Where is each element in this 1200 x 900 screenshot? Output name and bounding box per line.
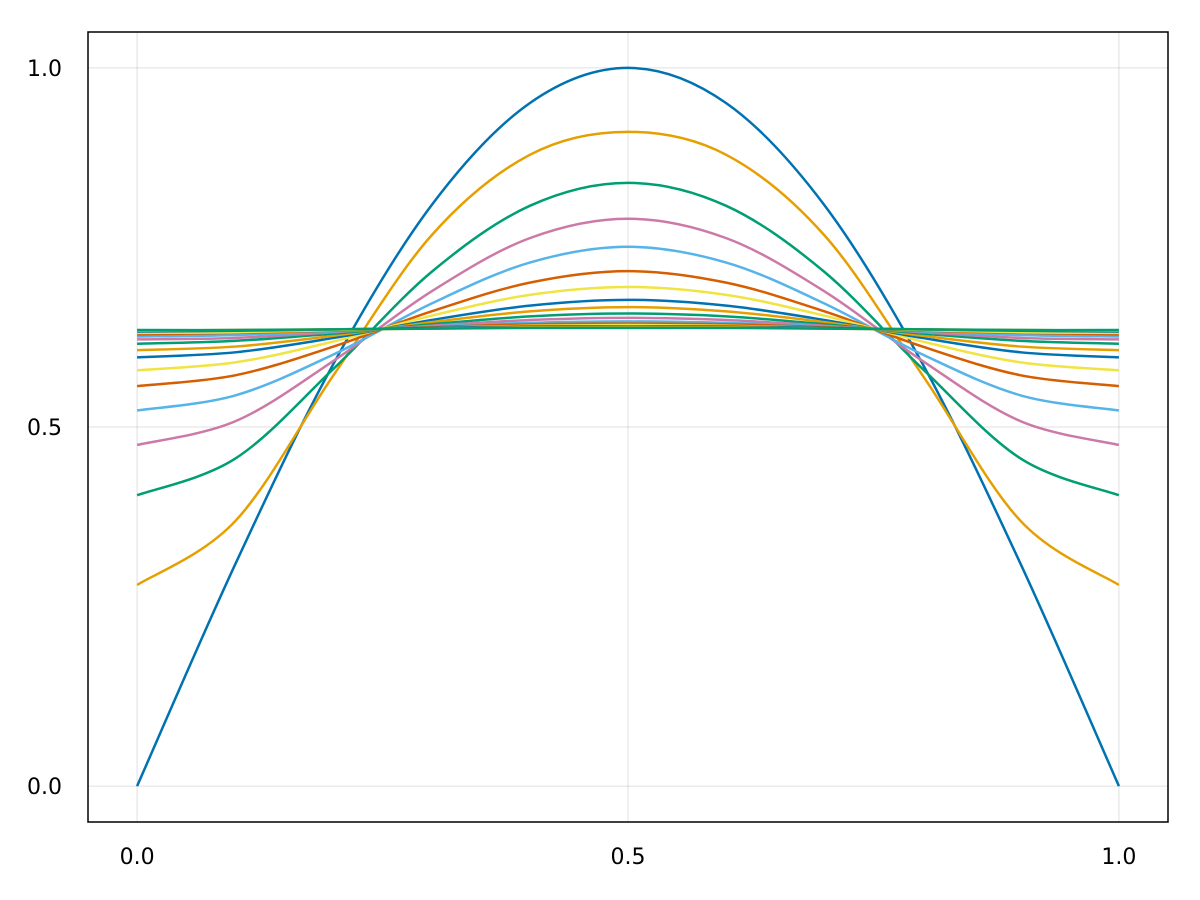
y-tick-label: 1.0 (27, 57, 62, 82)
axis-ticks: 0.0 0.5 1.0 0.0 0.5 1.0 (27, 57, 1136, 870)
x-tick-label: 0.5 (611, 845, 646, 870)
series-line-3 (136, 217, 1120, 447)
series-line-2 (136, 181, 1120, 497)
series-line-11 (137, 320, 1119, 338)
y-tick-label: 0.5 (27, 416, 62, 441)
series-line-5 (136, 269, 1120, 388)
series-line-9 (137, 312, 1119, 345)
series-line-10 (137, 316, 1119, 341)
series-line-7 (137, 298, 1119, 359)
series-line-16 (137, 326, 1119, 332)
x-tick-label: 1.0 (1101, 845, 1136, 870)
series-lines (135, 66, 1121, 787)
series-line-6 (136, 285, 1120, 372)
series-line-1 (136, 130, 1120, 587)
plot-frame (87, 31, 1169, 823)
x-tick-label: 0.0 (120, 845, 155, 870)
y-tick-label: 0.0 (27, 775, 62, 800)
series-line-0 (135, 66, 1121, 787)
series-line-4 (136, 245, 1120, 412)
series-line-8 (137, 305, 1119, 352)
